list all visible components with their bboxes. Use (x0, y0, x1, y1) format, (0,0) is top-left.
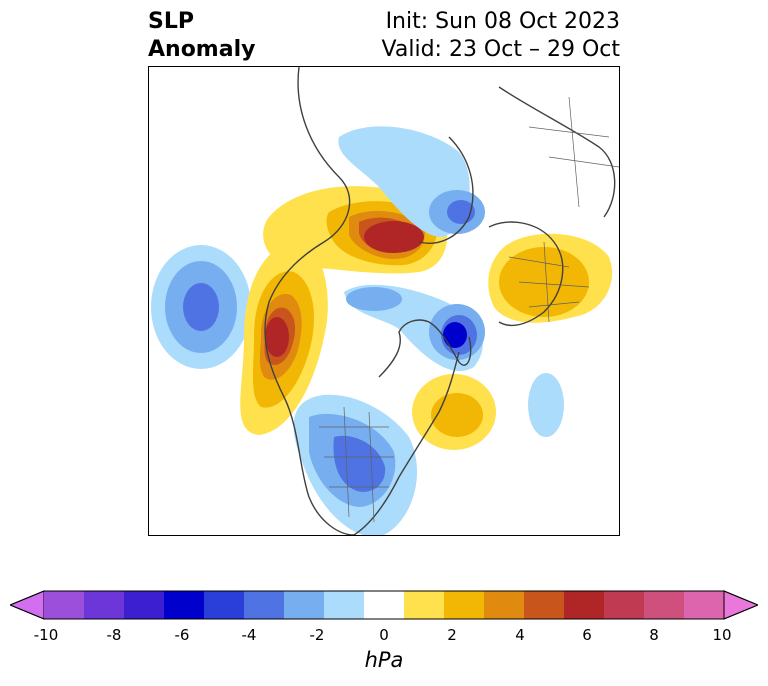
colorbar-cell (644, 591, 685, 619)
colorbar-tick: -4 (241, 626, 257, 644)
colorbar-tick: 4 (515, 626, 525, 644)
colorbar-cell (284, 591, 325, 619)
colorbar-tick: -2 (309, 626, 325, 644)
plot-title-left: SLP Anomaly (148, 8, 255, 64)
colorbar-cell (684, 591, 725, 619)
colorbar-cell (364, 591, 405, 619)
north-america-low-anomaly (293, 394, 417, 535)
colorbar-outline (10, 590, 758, 620)
colorbar-tick: -10 (33, 626, 59, 644)
valid-range: Valid: 23 Oct – 29 Oct (381, 37, 620, 62)
colorbar-cell (484, 591, 525, 619)
colorbar-tick: 6 (582, 626, 592, 644)
colorbar-tick: 10 (712, 626, 732, 644)
europe-high-anomaly (488, 233, 613, 323)
colorbar-cell (244, 591, 285, 619)
colorbar-tick: -8 (106, 626, 122, 644)
colorbar-tick: 2 (447, 626, 457, 644)
colorbar-cell (404, 591, 445, 619)
greenland-low-anomaly (344, 284, 485, 372)
colorbar-cell (564, 591, 605, 619)
coastlines (264, 67, 616, 535)
init-date: Init: Sun 08 Oct 2023 (385, 9, 620, 34)
colorbar-cell (444, 591, 485, 619)
pacific-low-anomaly (151, 245, 251, 369)
colorbar (10, 590, 758, 620)
plot-title-right: Init: Sun 08 Oct 2023 Valid: 23 Oct – 29… (382, 8, 620, 64)
title-anomaly: Anomaly (148, 37, 256, 62)
borders (319, 96, 619, 523)
colorbar-cell (124, 591, 165, 619)
colorbar-cell (164, 591, 205, 619)
colorbar-cell (84, 591, 125, 619)
atlantic-low-anomaly (528, 373, 564, 437)
colorbar-cell (44, 591, 85, 619)
colorbar-ticks: -10 -8 -6 -4 -2 0 2 4 6 8 10 (0, 626, 768, 646)
colorbar-cell (324, 591, 365, 619)
atlantic-high-anomaly (412, 374, 496, 450)
colorbar-under-arrow (10, 590, 45, 620)
map-svg (151, 67, 619, 535)
colorbar-over-arrow (723, 590, 758, 620)
colorbar-cell (204, 591, 245, 619)
colorbar-unit-label: hPa (364, 648, 404, 672)
anomaly-map (148, 66, 620, 536)
title-slp: SLP (148, 9, 194, 34)
colorbar-cells (44, 591, 725, 619)
colorbar-tick: 8 (649, 626, 659, 644)
colorbar-tick: 0 (379, 626, 389, 644)
colorbar-tick: -6 (174, 626, 190, 644)
colorbar-cell (604, 591, 645, 619)
colorbar-cell (524, 591, 565, 619)
